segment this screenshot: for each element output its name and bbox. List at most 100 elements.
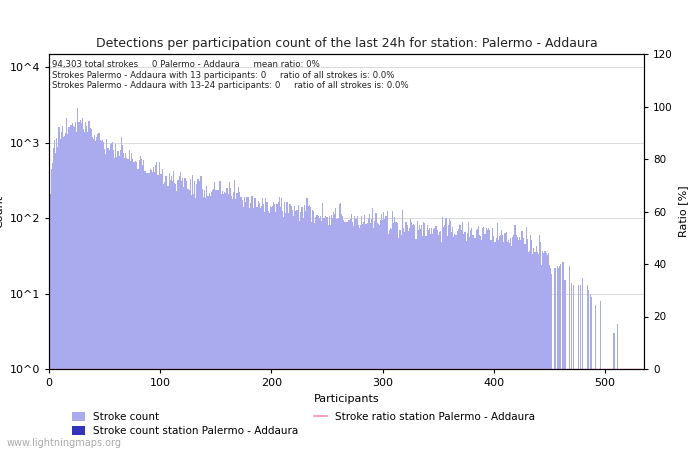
Bar [342, 216, 343, 450]
Bar [344, 222, 345, 450]
Bar [243, 207, 244, 450]
Bar [418, 230, 419, 450]
Bar [451, 232, 452, 450]
Bar [617, 324, 618, 450]
Bar [433, 230, 435, 450]
Bar [454, 234, 456, 450]
Bar [281, 198, 282, 450]
Bar [155, 165, 156, 450]
Bar [539, 235, 540, 450]
Bar [352, 222, 354, 450]
Bar [491, 239, 492, 450]
Bar [153, 167, 154, 450]
Bar [358, 228, 360, 450]
Bar [191, 195, 192, 450]
Bar [267, 212, 269, 450]
Bar [430, 234, 431, 450]
Bar [554, 268, 556, 450]
Bar [363, 221, 364, 450]
Bar [106, 139, 107, 450]
Bar [515, 235, 517, 450]
Bar [548, 253, 549, 450]
Bar [246, 197, 248, 450]
Bar [274, 204, 275, 450]
Bar [475, 230, 477, 450]
Bar [264, 212, 265, 450]
Bar [86, 126, 88, 450]
Bar [412, 225, 413, 450]
Bar [560, 264, 561, 450]
Bar [76, 132, 78, 450]
Bar [234, 180, 235, 450]
Bar [141, 159, 142, 450]
Bar [375, 213, 377, 450]
Bar [52, 163, 53, 450]
Bar [105, 153, 106, 450]
Bar [295, 212, 297, 450]
Bar [184, 178, 186, 450]
Bar [131, 153, 132, 450]
Bar [432, 234, 433, 450]
Bar [199, 176, 201, 450]
Bar [282, 211, 283, 450]
Bar [74, 127, 75, 450]
Bar [383, 212, 384, 450]
Bar [564, 280, 566, 450]
Bar [120, 137, 122, 450]
Bar [389, 230, 390, 450]
Bar [613, 333, 615, 450]
Bar [82, 118, 83, 450]
Bar [508, 240, 509, 450]
Bar [410, 219, 411, 450]
Bar [75, 122, 76, 450]
Bar [224, 192, 225, 450]
Bar [571, 283, 573, 450]
Stroke ratio station Palermo - Addaura [46, 366, 55, 372]
X-axis label: Participants: Participants [314, 394, 379, 404]
Bar [256, 207, 258, 450]
Bar [251, 196, 252, 450]
Bar [253, 207, 254, 450]
Bar [573, 285, 575, 450]
Bar [167, 186, 169, 450]
Bar [380, 220, 381, 450]
Bar [171, 176, 172, 450]
Bar [312, 210, 313, 450]
Bar [114, 158, 116, 450]
Bar [245, 202, 246, 450]
Bar [373, 228, 374, 450]
Bar [514, 225, 515, 450]
Bar [154, 172, 155, 450]
Bar [90, 128, 91, 450]
Bar [207, 196, 209, 450]
Bar [545, 253, 547, 450]
Bar [435, 226, 437, 450]
Bar [529, 251, 530, 450]
Bar [237, 187, 239, 450]
Bar [331, 215, 332, 450]
Bar [452, 227, 454, 450]
Bar [401, 235, 402, 450]
Bar [445, 218, 447, 450]
Bar [163, 184, 164, 450]
Bar [61, 132, 62, 450]
Bar [438, 235, 439, 450]
Bar [294, 206, 295, 450]
Bar [183, 187, 184, 450]
Bar [126, 158, 127, 450]
Bar [419, 225, 420, 450]
Bar [484, 234, 486, 450]
Bar [193, 194, 194, 450]
Text: 94,303 total strokes     0 Palermo - Addaura     mean ratio: 0%
Strokes Palermo : 94,303 total strokes 0 Palermo - Addaura… [52, 60, 409, 90]
Bar [176, 191, 178, 450]
Bar [309, 205, 310, 450]
Bar [230, 188, 231, 450]
Bar [480, 236, 481, 450]
Bar [133, 162, 134, 450]
Bar [362, 224, 363, 450]
Bar [414, 225, 416, 450]
Bar [57, 147, 59, 450]
Bar [503, 242, 505, 450]
Bar [50, 169, 52, 450]
Bar [490, 240, 491, 450]
